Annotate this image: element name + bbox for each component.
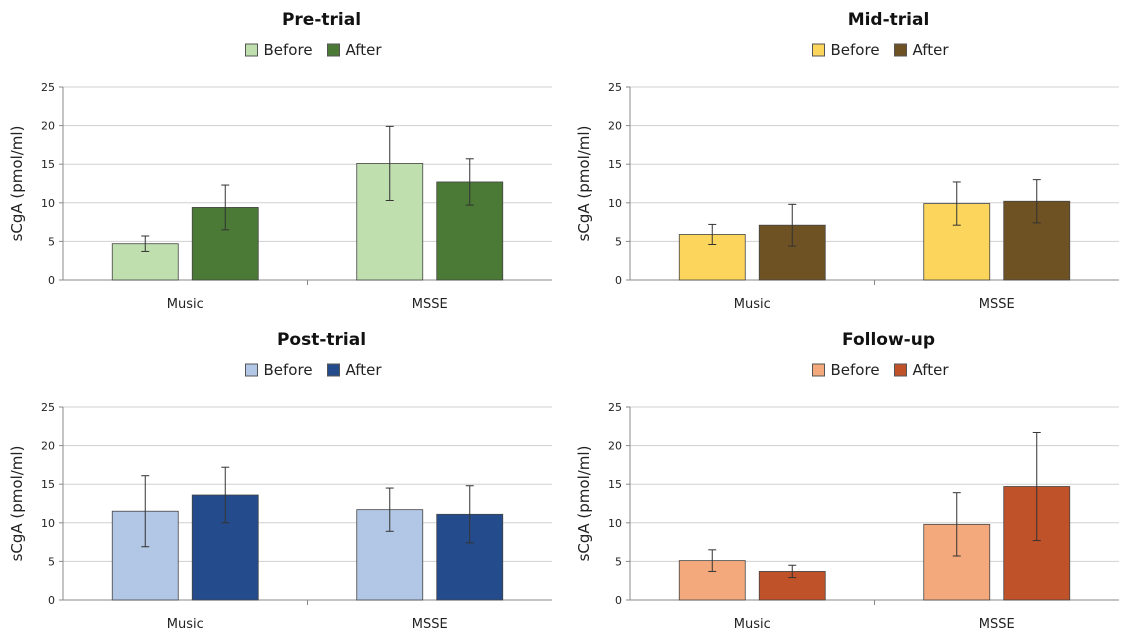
y-tick-label: 25 <box>608 81 622 94</box>
y-tick-label: 20 <box>608 120 622 133</box>
y-tick-label: 5 <box>615 555 622 568</box>
chart-panel-mid-trial: Mid-trial Before After 0 5 10 15 20 25 sCgA (pmol… <box>567 0 1134 319</box>
y-tick-label: 20 <box>41 120 55 133</box>
y-tick-label: 0 <box>615 594 622 607</box>
y-tick-label: 5 <box>615 235 622 248</box>
x-category-label-music: Music <box>734 297 771 312</box>
chart-panel-follow-up: Follow-up Before After 0 5 10 15 20 25 sCgA (pmol… <box>567 320 1134 639</box>
y-tick-label: 10 <box>608 197 622 210</box>
x-category-label-msse: MSSE <box>979 297 1015 312</box>
chart-svg-mid-trial: Mid-trial Before After 0 5 10 15 20 25 sCgA (pmol… <box>575 10 1119 312</box>
chart-title: Pre-trial <box>282 10 361 30</box>
chart-panel-post-trial: Post-trial Before After 0 5 10 15 20 25 sCgA (pmo… <box>0 320 567 639</box>
y-tick-label: 25 <box>41 401 55 414</box>
x-category-label-msse: MSSE <box>979 617 1015 632</box>
legend-label-before: Before <box>831 361 880 379</box>
bar-before-music <box>111 243 179 281</box>
chart-title: Mid-trial <box>848 10 930 30</box>
chart-title: Follow-up <box>842 330 935 350</box>
chart-legend: Before After <box>245 41 383 59</box>
x-category-label-music: Music <box>167 297 204 312</box>
y-tick-label: 15 <box>41 158 55 171</box>
legend-label-before: Before <box>264 41 313 59</box>
x-category-label-msse: MSSE <box>412 617 448 632</box>
y-tick-label: 25 <box>608 401 622 414</box>
y-tick-label: 5 <box>48 555 55 568</box>
chart-svg-post-trial: Post-trial Before After 0 5 10 15 20 25 sCgA (pmo… <box>8 330 552 632</box>
y-tick-label: 15 <box>41 478 55 491</box>
y-axis-label: sCgA (pmol/ml) <box>8 446 26 562</box>
legend-swatch-after <box>894 363 907 377</box>
chart-svg-pre-trial: Pre-trial Before After 0 5 10 15 20 25 sCgA (pmol… <box>8 10 552 312</box>
y-tick-label: 25 <box>41 81 55 94</box>
legend-label-before: Before <box>264 361 313 379</box>
y-tick-label: 10 <box>41 517 55 530</box>
y-axis-label: sCgA (pmol/ml) <box>575 126 593 242</box>
legend-swatch-before <box>245 43 258 57</box>
chart-panel-pre-trial: Pre-trial Before After 0 5 10 15 20 25 sCgA (pmol… <box>0 0 567 319</box>
y-tick-label: 0 <box>48 594 55 607</box>
y-tick-label: 10 <box>41 197 55 210</box>
x-category-label-music: Music <box>734 617 771 632</box>
y-axis-label: sCgA (pmol/ml) <box>575 446 593 562</box>
legend-swatch-after <box>894 43 907 57</box>
legend-label-after: After <box>913 41 950 59</box>
y-tick-label: 0 <box>615 274 622 287</box>
x-category-label-music: Music <box>167 617 204 632</box>
y-tick-label: 0 <box>48 274 55 287</box>
legend-label-after: After <box>346 41 383 59</box>
legend-label-before: Before <box>831 41 880 59</box>
legend-label-after: After <box>346 361 383 379</box>
legend-swatch-before <box>812 363 825 377</box>
legend-swatch-before <box>812 43 825 57</box>
chart-svg-follow-up: Follow-up Before After 0 5 10 15 20 25 sCgA (pmol… <box>575 330 1119 632</box>
y-tick-label: 20 <box>608 440 622 453</box>
y-tick-label: 20 <box>41 440 55 453</box>
legend-swatch-after <box>327 363 340 377</box>
chart-legend: Before After <box>812 361 950 379</box>
legend-label-after: After <box>913 361 950 379</box>
y-axis-label: sCgA (pmol/ml) <box>8 126 26 242</box>
y-tick-label: 15 <box>608 478 622 491</box>
chart-legend: Before After <box>245 361 383 379</box>
y-tick-label: 15 <box>608 158 622 171</box>
y-tick-label: 10 <box>608 517 622 530</box>
x-category-label-msse: MSSE <box>412 297 448 312</box>
chart-legend: Before After <box>812 41 950 59</box>
legend-swatch-after <box>327 43 340 57</box>
legend-swatch-before <box>245 363 258 377</box>
y-tick-label: 5 <box>48 235 55 248</box>
chart-title: Post-trial <box>277 330 366 350</box>
